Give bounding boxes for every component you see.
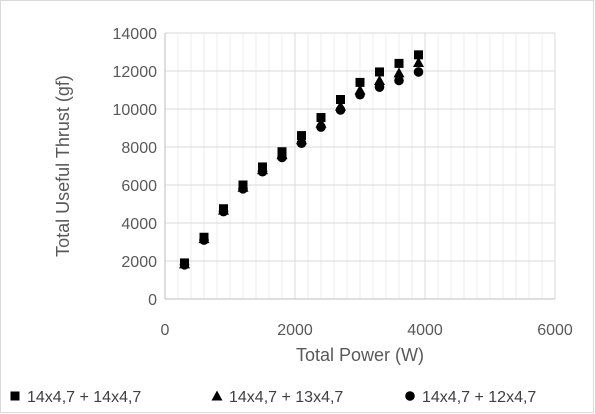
data-point-triangle (413, 56, 424, 67)
y-tick-label: 14000 (113, 26, 158, 43)
y-tick-label: 8000 (121, 140, 157, 157)
x-tick-label: 4000 (407, 322, 443, 339)
x-tick-label: 2000 (277, 322, 313, 339)
data-point-square (316, 113, 326, 123)
legend-entry: 14x4,7 + 13x4,7 (211, 389, 343, 406)
data-point-circle (257, 166, 268, 177)
data-point-square (375, 67, 384, 77)
data-point-circle (218, 206, 229, 217)
data-point-circle (277, 152, 287, 163)
data-point-circle (296, 138, 307, 148)
y-tick-label: 10000 (113, 102, 158, 119)
data-points (179, 50, 424, 270)
legend-marker-triangle (211, 390, 223, 401)
data-point-circle (374, 82, 385, 92)
legend-entry: 14x4,7 + 14x4,7 (10, 389, 141, 406)
x-axis-title: Total Power (W) (296, 345, 424, 365)
data-point-circle (355, 89, 365, 100)
y-tick-label: 6000 (121, 178, 157, 195)
legend-label: 14x4,7 + 14x4,7 (27, 389, 141, 406)
y-tick-label: 0 (148, 292, 157, 309)
legend-marker-square (10, 391, 20, 401)
grid (165, 32, 556, 299)
data-point-circle (199, 235, 209, 245)
data-point-square (336, 95, 345, 104)
data-point-circle (335, 105, 346, 115)
data-point-circle (413, 67, 424, 77)
y-tick-label: 12000 (113, 64, 158, 81)
legend-entry: 14x4,7 + 12x4,7 (405, 389, 536, 406)
legend-marker-circle (405, 391, 415, 401)
legend-label: 14x4,7 + 12x4,7 (422, 389, 536, 406)
data-point-square (355, 77, 365, 87)
y-tick-label: 4000 (121, 216, 157, 233)
x-tick-label: 6000 (537, 322, 573, 339)
data-point-square (394, 58, 404, 68)
x-tick-label: 0 (161, 322, 170, 339)
legend-label: 14x4,7 + 13x4,7 (229, 389, 343, 406)
y-tick-label: 2000 (121, 254, 157, 271)
data-point-circle (238, 184, 248, 194)
y-tick-labels: 0 2000 4000 6000 8000 10000 12000 14000 (113, 26, 158, 309)
x-tick-labels: 0 2000 4000 6000 (161, 322, 573, 339)
data-point-triangle (393, 67, 405, 78)
data-point-triangle (374, 75, 385, 85)
data-point-circle (316, 122, 326, 132)
data-point-circle (179, 260, 190, 270)
y-axis-title: Total Useful Thrust (gf) (53, 75, 73, 257)
data-point-circle (394, 75, 404, 86)
data-point-square (414, 50, 423, 60)
axes (164, 33, 555, 300)
legend: 14x4,7 + 14x4,7 14x4,7 + 13x4,7 14x4,7 + 1… (10, 389, 536, 406)
